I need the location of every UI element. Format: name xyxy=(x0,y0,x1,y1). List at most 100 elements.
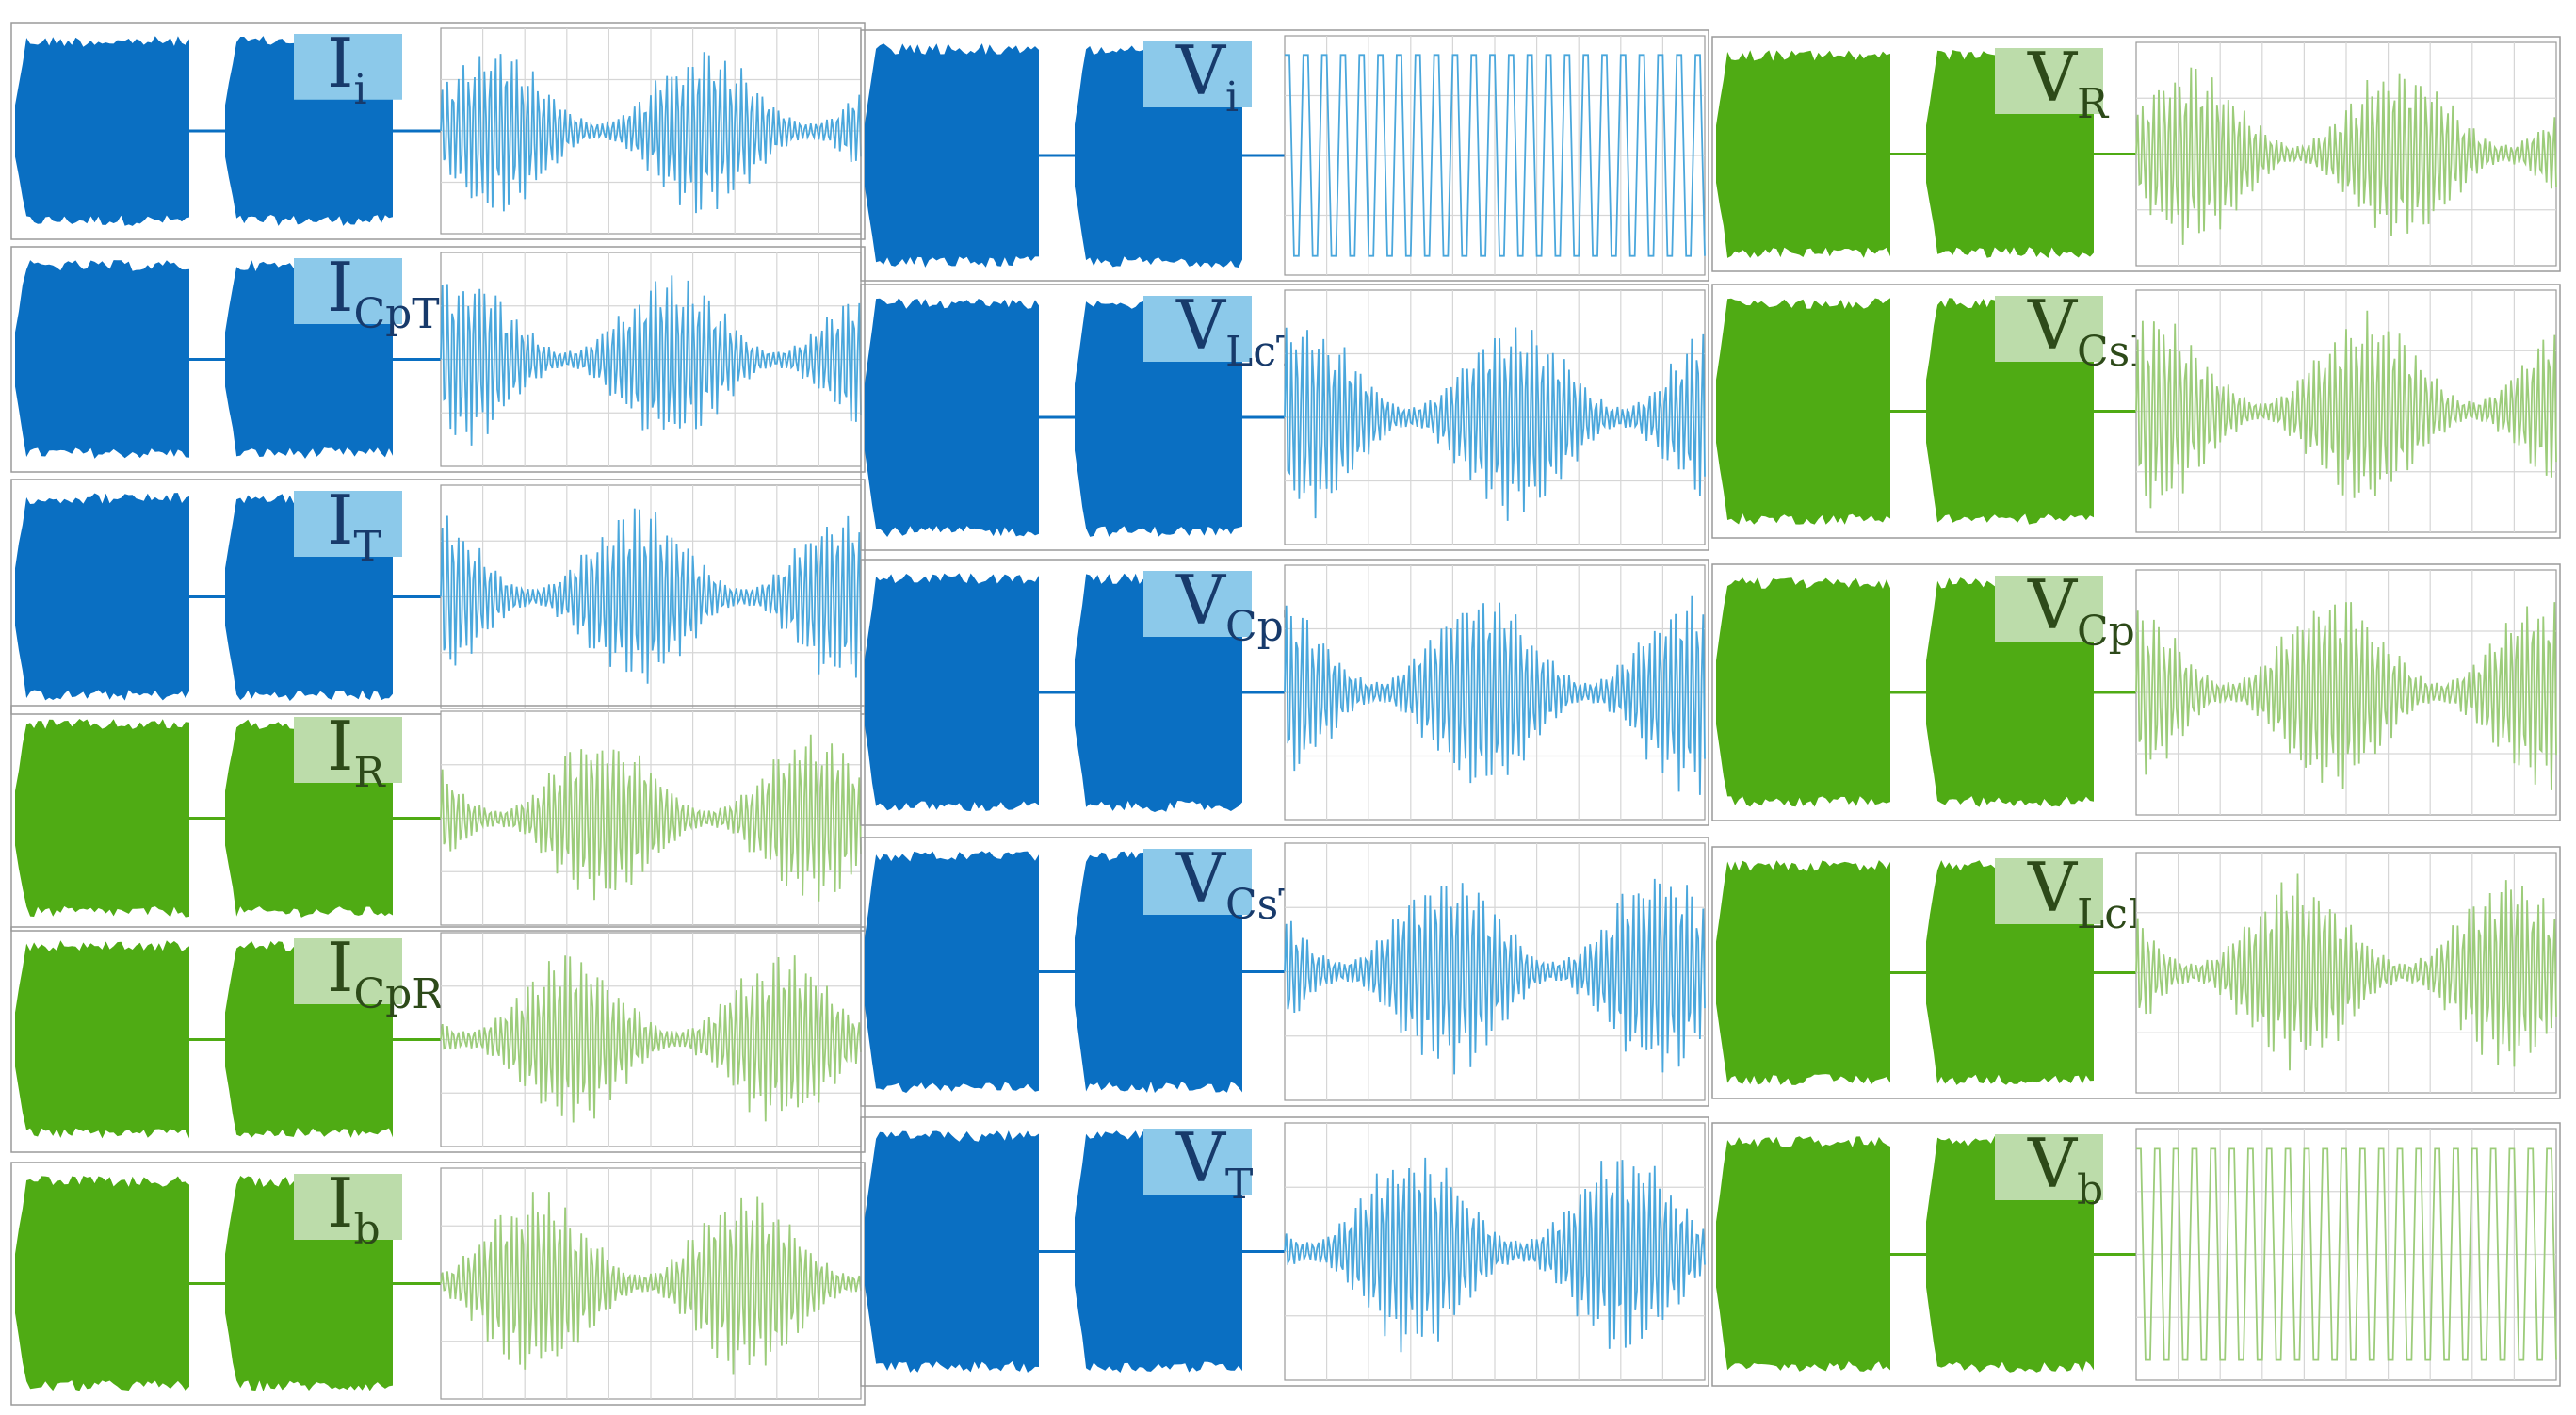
envelope-plot xyxy=(15,260,189,459)
envelope-plot xyxy=(865,43,1039,268)
panel-i-cpr: ICpR xyxy=(10,926,866,1153)
label-highlight-box xyxy=(294,717,402,783)
panel-v-b: Vb xyxy=(1711,1122,2561,1387)
envelope-plot xyxy=(15,493,189,701)
panel-frame xyxy=(10,479,866,715)
waveform-line xyxy=(440,955,862,1123)
label-highlight-box xyxy=(294,1174,402,1240)
panel-v-t: VT xyxy=(860,1116,1709,1387)
waveform-line xyxy=(2135,602,2557,790)
label-highlight-box xyxy=(1143,571,1252,637)
panel-v-cpt: VCpT xyxy=(860,559,1709,826)
panel-v-csr: VCsR xyxy=(1711,284,2561,539)
detail-waveform-plot xyxy=(2135,41,2557,267)
label-highlight-box xyxy=(1143,296,1252,362)
panel-frame xyxy=(860,1116,1709,1387)
panel-v-i: Vi xyxy=(860,29,1709,282)
detail-waveform-plot xyxy=(1284,564,1706,821)
label-highlight-box xyxy=(1995,858,2103,924)
detail-waveform-plot xyxy=(440,27,862,235)
label-highlight-box xyxy=(294,258,402,324)
label-highlight-box xyxy=(1995,1134,2103,1200)
panel-frame xyxy=(860,837,1709,1107)
detail-waveform-plot xyxy=(440,1167,862,1400)
panel-i-t: IT xyxy=(10,479,866,715)
detail-waveform-plot xyxy=(440,932,862,1147)
waveform-line xyxy=(2135,310,2557,509)
signal-label: Vb xyxy=(2027,1124,2103,1214)
waveform-line xyxy=(440,1192,862,1375)
panel-v-cst: VCsT xyxy=(860,837,1709,1107)
signal-label: VT xyxy=(1175,1118,1253,1209)
waveform-line xyxy=(1285,54,1706,257)
panel-frame xyxy=(10,705,866,932)
label-highlight-box xyxy=(294,34,402,100)
signal-label: IT xyxy=(327,480,381,571)
waveform-line xyxy=(2135,873,2557,1071)
envelope-plot xyxy=(15,940,189,1139)
envelope-plot xyxy=(865,851,1039,1093)
waveform-line xyxy=(440,508,862,684)
panel-frame xyxy=(1711,36,2561,272)
panel-frame xyxy=(1711,846,2561,1099)
detail-waveform-plot xyxy=(440,252,862,467)
envelope-plot xyxy=(865,1130,1039,1373)
signal-label: VR xyxy=(2027,38,2110,128)
label-highlight-box xyxy=(1143,41,1252,107)
signal-label: Vi xyxy=(1175,31,1239,122)
panel-i-r: IR xyxy=(10,705,866,932)
detail-waveform-plot xyxy=(1284,35,1706,276)
label-highlight-box xyxy=(1143,849,1252,915)
panel-i-cpt: ICpT xyxy=(10,246,866,473)
envelope-plot xyxy=(1716,298,1890,525)
panel-i-b: Ib xyxy=(10,1162,866,1406)
panel-frame xyxy=(860,559,1709,826)
signal-label: ICpT xyxy=(327,248,440,338)
envelope-plot xyxy=(865,298,1039,537)
panel-frame xyxy=(10,246,866,473)
envelope-plot xyxy=(1716,577,1890,807)
label-highlight-box xyxy=(1995,576,2103,642)
waveform-line xyxy=(440,734,862,902)
signal-label: ICpR xyxy=(327,928,445,1018)
panel-frame xyxy=(1711,284,2561,539)
label-highlight-box xyxy=(1995,48,2103,114)
detail-waveform-plot xyxy=(1284,1122,1706,1381)
panel-frame xyxy=(860,284,1709,551)
signal-label: Ii xyxy=(327,24,367,114)
envelope-plot xyxy=(865,573,1039,811)
detail-waveform-plot xyxy=(2135,569,2557,816)
panel-frame xyxy=(1711,1122,2561,1387)
waveform-line xyxy=(440,52,862,214)
detail-waveform-plot xyxy=(2135,1128,2557,1381)
detail-waveform-plot xyxy=(2135,289,2557,533)
waveform-line xyxy=(1284,595,1706,795)
signal-label: IR xyxy=(327,707,386,797)
panel-i-i: Ii xyxy=(10,22,866,240)
label-highlight-box xyxy=(1995,296,2103,362)
signal-label: VLcT xyxy=(1175,285,1304,376)
signal-label: Ib xyxy=(327,1163,381,1254)
panel-v-lct: VLcT xyxy=(860,284,1709,551)
label-highlight-box xyxy=(294,491,402,557)
panel-frame xyxy=(1711,563,2561,821)
envelope-plot xyxy=(15,36,189,226)
waveform-line xyxy=(2136,1147,2557,1361)
waveform-line xyxy=(1284,327,1706,521)
panel-v-cpr: VCpR xyxy=(1711,563,2561,821)
panel-frame xyxy=(860,29,1709,282)
envelope-plot xyxy=(15,1176,189,1391)
waveform-line xyxy=(1284,1157,1706,1353)
waveform-line xyxy=(2135,67,2557,245)
waveform-line xyxy=(440,275,862,446)
envelope-plot xyxy=(15,719,189,918)
waveform-line xyxy=(1284,878,1706,1075)
detail-waveform-plot xyxy=(440,710,862,926)
envelope-plot xyxy=(1716,860,1890,1085)
detail-waveform-plot xyxy=(2135,852,2557,1094)
panel-v-r: VR xyxy=(1711,36,2561,272)
panel-frame xyxy=(10,926,866,1153)
envelope-plot xyxy=(1716,50,1890,258)
panel-v-lcr: VLcR xyxy=(1711,846,2561,1099)
label-highlight-box xyxy=(1143,1129,1252,1195)
